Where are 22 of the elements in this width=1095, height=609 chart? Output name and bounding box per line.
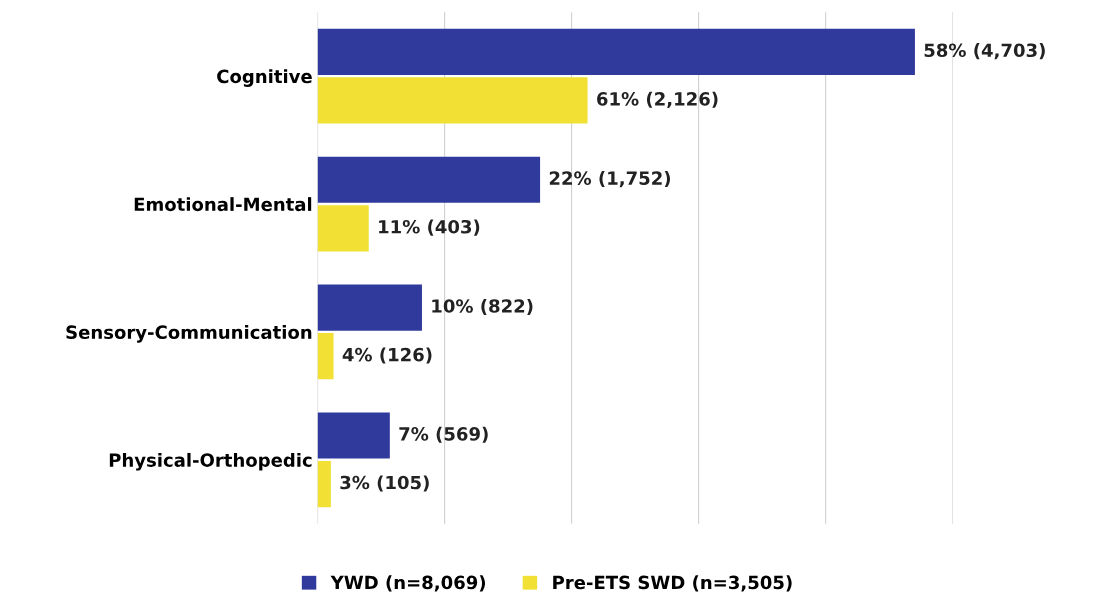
- data-label: 11% (403): [379, 219, 480, 236]
- data-label: 4% (126): [342, 347, 432, 364]
- data-label: 58% (4,703): [924, 43, 1045, 60]
- legend-label: YWD (n=8,069): [330, 575, 486, 592]
- data-label: 10% (822): [432, 298, 533, 315]
- bar: [317, 28, 915, 75]
- data-label: 61% (2,126): [597, 91, 718, 108]
- y-tick-label: Cognitive: [217, 69, 312, 87]
- y-tick-label: Physical-Orthopedic: [109, 452, 312, 471]
- y-tick-label: Emotional-Mental: [134, 197, 312, 212]
- bar: [317, 461, 331, 508]
- bar: [317, 284, 422, 331]
- data-label: 7% (569): [399, 426, 488, 443]
- bar: [317, 205, 369, 252]
- bar: [317, 77, 588, 124]
- data-label: 3% (105): [340, 475, 429, 492]
- bar: [317, 412, 390, 459]
- bar: [317, 156, 541, 203]
- legend-label: Pre-ETS SWD (n=3,505): [553, 575, 792, 592]
- bar: [317, 333, 334, 380]
- data-label: 22% (1,752): [549, 171, 670, 188]
- y-tick-label: Sensory-Communication: [66, 325, 312, 343]
